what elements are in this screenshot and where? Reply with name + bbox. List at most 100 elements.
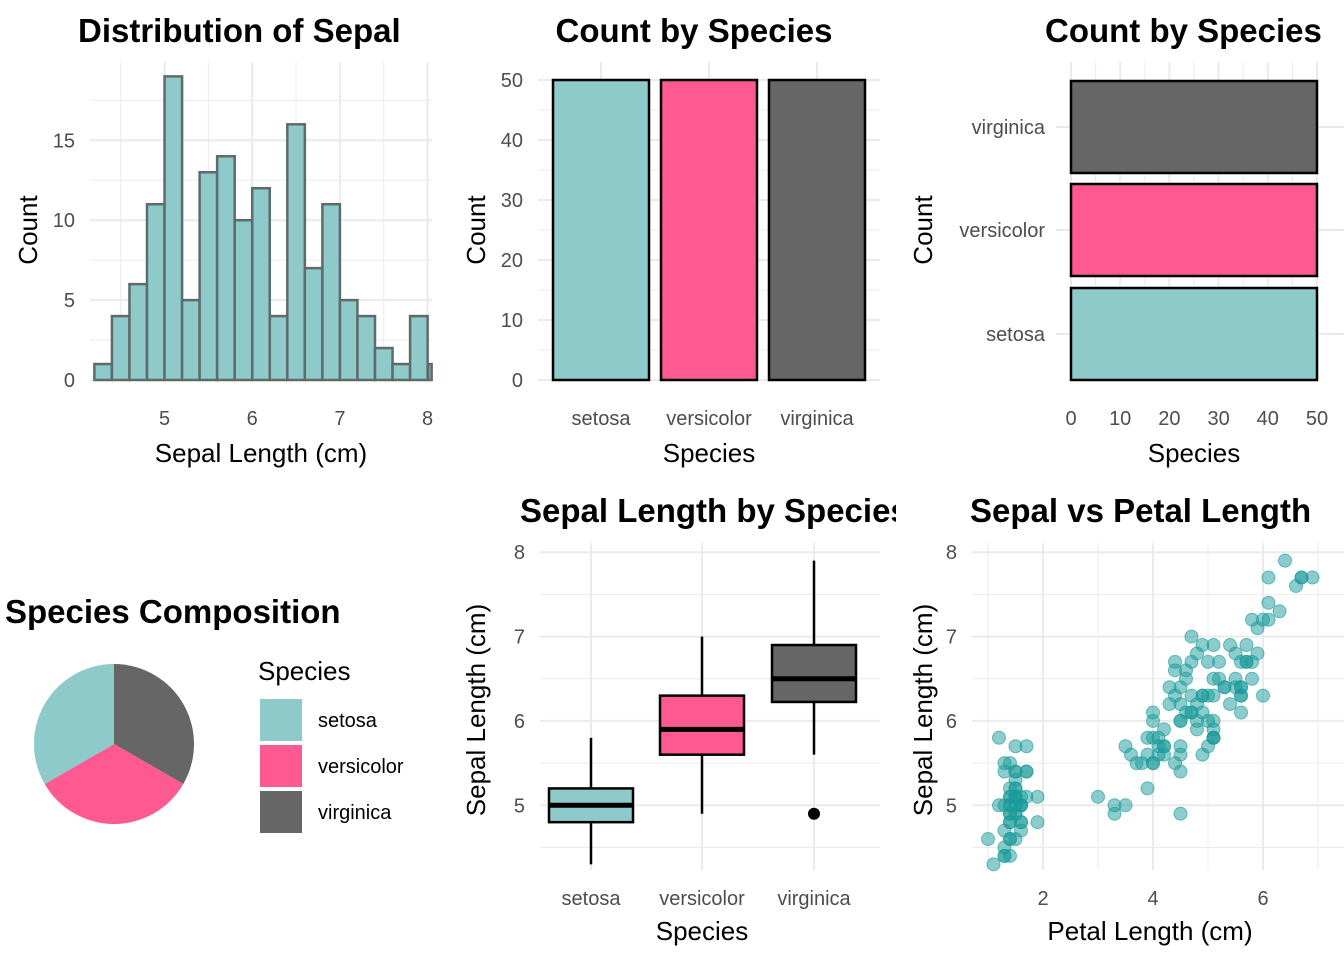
scatter-point — [1272, 604, 1287, 619]
pie-slice-versicolor — [44, 744, 184, 824]
chart-title: Sepal Length by Species — [520, 492, 909, 529]
scatter-point — [1239, 654, 1254, 669]
histogram-bar — [391, 362, 412, 382]
scatter-point — [997, 848, 1012, 863]
bar-virginica — [1069, 79, 1319, 175]
count-vertical-panel: setosa versicolor virginica 0 10 20 30 40 50 Spec… — [461, 12, 880, 468]
scatter-point — [1261, 595, 1276, 610]
boxplot-panel: setosa versicolor virginica 5 6 7 8 Species Sepa… — [461, 492, 909, 946]
scatter-point — [1019, 739, 1034, 754]
scatter-point — [1261, 570, 1276, 585]
y-tick-label: 20 — [501, 250, 523, 272]
pie-panel: Species Composition Species setosa versicol… — [5, 593, 404, 833]
scatter-point — [1179, 705, 1193, 720]
legend-label: virginica — [318, 802, 392, 824]
y-axis-title: Count — [908, 195, 938, 265]
scatter-point — [1030, 815, 1045, 830]
scatter-point — [986, 857, 1001, 872]
y-tick-label: 15 — [53, 130, 75, 152]
x-axis-title: Sepal Length (cm) — [155, 438, 367, 468]
y-tick-label: 5 — [946, 795, 957, 817]
chart-title: Count by Species — [1045, 12, 1322, 49]
y-tick-label: 7 — [514, 627, 525, 649]
x-tick-label: 20 — [1158, 408, 1180, 430]
scatter-point — [1184, 629, 1199, 644]
x-tick-label: 5 — [159, 408, 170, 430]
scatter-point — [1030, 789, 1045, 804]
bar-setosa — [1069, 286, 1319, 382]
x-tick-label: 7 — [334, 408, 345, 430]
legend-key-versicolor — [260, 745, 302, 787]
scatter-point — [1212, 671, 1226, 686]
x-tick-label: 40 — [1257, 408, 1279, 430]
scatter-point — [981, 832, 995, 847]
histogram-bar — [268, 314, 289, 382]
legend-key-setosa — [260, 699, 302, 741]
legend-label: setosa — [318, 710, 378, 732]
bar-versicolor — [659, 78, 759, 382]
y-tick-label: 6 — [514, 711, 525, 733]
y-tick-label: 0 — [512, 370, 523, 392]
y-tick-label: 5 — [64, 290, 75, 312]
x-tick-label: virginica — [777, 888, 851, 910]
legend-title: Species — [258, 656, 351, 686]
scatter-point — [1223, 638, 1237, 653]
histogram-bar — [110, 314, 131, 382]
x-tick-label: virginica — [780, 408, 854, 430]
histogram-panel: 5 6 7 8 0 5 10 15 Sepal Length (cm) Count Distribu… — [13, 12, 433, 468]
scatter-point — [1008, 772, 1023, 787]
box-versicolor — [658, 694, 746, 756]
histogram-bar — [163, 75, 184, 382]
scatter-point — [1234, 705, 1248, 720]
scatter-point — [1239, 638, 1254, 653]
scatter-point — [1168, 663, 1182, 678]
scatter-point — [1195, 747, 1210, 762]
x-tick-label: 6 — [247, 408, 258, 430]
scatter-panel: 2 4 6 5 6 7 8 Petal Length (cm) Sepal Length (cm… — [908, 492, 1344, 946]
scatter-point — [1250, 646, 1265, 661]
y-tick-label: 8 — [946, 542, 957, 564]
y-tick-label: 50 — [501, 70, 523, 92]
y-tick-label: setosa — [986, 324, 1046, 346]
pie-slice-virginica — [114, 664, 194, 784]
scatter-point — [1107, 798, 1122, 813]
scatter-point — [1228, 680, 1243, 695]
scatter-point — [1003, 798, 1017, 813]
x-axis-title: Species — [656, 916, 749, 946]
scatter-point — [1256, 688, 1270, 703]
chart-title: Count by Species — [556, 12, 833, 49]
scatter-point — [1184, 654, 1199, 669]
y-tick-label: 0 — [64, 370, 75, 392]
scatter-point — [1146, 705, 1160, 720]
x-tick-label: 0 — [1065, 408, 1076, 430]
x-tick-label: 4 — [1147, 888, 1158, 910]
scatter-point — [1140, 781, 1155, 796]
y-tick-label: 6 — [946, 711, 957, 733]
x-tick-label: 50 — [1306, 408, 1328, 430]
histogram-bar — [180, 298, 201, 382]
scatter-point — [1206, 722, 1221, 737]
scatter-point — [1003, 832, 1017, 847]
count-horizontal-panel: setosa versicolor virginica 0 10 20 30 40 50 Spec… — [908, 12, 1344, 468]
scatter-point — [1201, 688, 1215, 703]
bar-versicolor — [1069, 182, 1319, 278]
y-axis-title: Sepal Length (cm) — [461, 604, 491, 816]
x-tick-label: 8 — [422, 408, 433, 430]
histogram-bar — [233, 218, 254, 382]
chart-title: Species Composition — [5, 593, 341, 630]
histogram-bar — [250, 186, 272, 382]
y-tick-label: 30 — [501, 190, 523, 212]
histogram-bar — [128, 282, 149, 382]
x-axis-title: Species — [1148, 438, 1241, 468]
y-tick-label: 7 — [946, 627, 957, 649]
histogram-bar — [321, 202, 342, 382]
y-tick-label: versicolor — [959, 220, 1045, 242]
scatter-point — [992, 730, 1006, 745]
histogram-bar — [426, 362, 433, 382]
x-tick-label: 30 — [1207, 408, 1229, 430]
scatter-point — [1223, 697, 1237, 712]
y-tick-label: 10 — [501, 310, 523, 332]
outlier-point — [808, 807, 820, 820]
histogram-bar — [198, 171, 219, 382]
histogram-bar — [93, 362, 114, 382]
